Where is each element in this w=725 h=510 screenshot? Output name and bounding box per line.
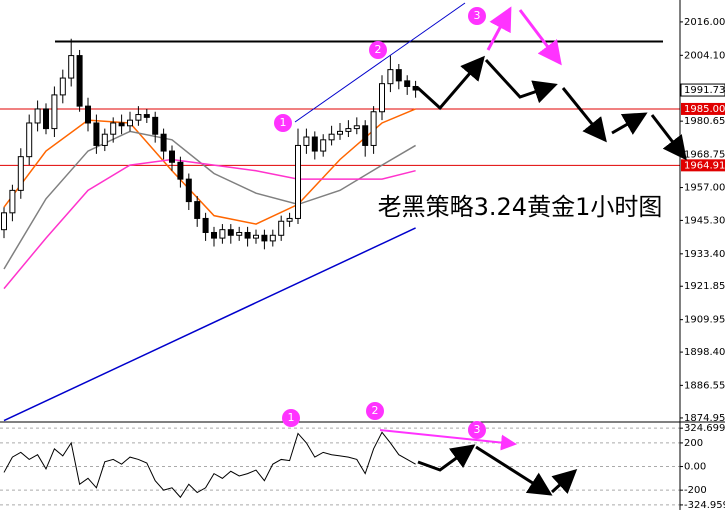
indicator-line xyxy=(3,431,416,499)
y-tick-label: 1980.65 xyxy=(684,116,725,127)
candle-body xyxy=(278,220,285,236)
y-tick-label: 1874.95 xyxy=(684,413,725,424)
moving-average xyxy=(3,227,416,422)
candle-body xyxy=(127,119,133,127)
level-label: 1985.00 xyxy=(684,104,725,115)
candle-body xyxy=(9,189,16,214)
y-tick-label: 1921.85 xyxy=(684,281,725,292)
candle-body xyxy=(93,122,100,146)
candle-body xyxy=(185,178,192,203)
y-tick-label: -324.9598 xyxy=(684,500,725,510)
candle-body xyxy=(303,136,310,146)
candle-body xyxy=(85,105,91,124)
last-price-box xyxy=(680,83,725,97)
y-tick-label: 200 xyxy=(684,438,703,449)
candle-body xyxy=(219,229,226,239)
level-label: 1964.91 xyxy=(684,160,725,171)
plot: 2016.00 2004.10 1980.65 1968.75 1957.00 1945.… xyxy=(0,17,725,510)
candle-body xyxy=(202,217,209,233)
candle-body xyxy=(286,217,293,222)
candle-body xyxy=(370,111,377,146)
candle-body xyxy=(143,114,150,118)
chart-title: 老黑策略3.24黄金1小时图 xyxy=(378,193,663,221)
candle-body xyxy=(236,231,243,236)
marker xyxy=(369,41,387,59)
y-tick-label: 2004.10 xyxy=(684,50,725,61)
candle-body xyxy=(244,231,251,239)
channel-line xyxy=(294,2,466,123)
candle-body xyxy=(395,69,402,82)
candle-body xyxy=(320,139,327,152)
candle-body xyxy=(269,234,276,242)
y-tick-label: 1909.95 xyxy=(684,315,725,326)
marker-label: 3 xyxy=(474,9,481,22)
candle-body xyxy=(337,130,343,135)
marker-label: 3 xyxy=(474,423,481,436)
y-tick-label: 1933.40 xyxy=(684,249,725,260)
candle-body xyxy=(379,83,385,113)
marker xyxy=(468,7,486,25)
candle-body xyxy=(311,136,318,152)
candle-body xyxy=(177,161,184,180)
y-tick-label: -200 xyxy=(684,485,707,496)
y-tick-label: 1957.00 xyxy=(684,183,725,194)
marker-label: 2 xyxy=(372,404,379,417)
candle-body xyxy=(160,133,167,152)
candle-body xyxy=(194,201,201,219)
marker-label: 2 xyxy=(375,43,382,56)
candle-body xyxy=(345,128,352,132)
y-tick-label: 0.00 xyxy=(684,462,706,473)
candle-body xyxy=(328,133,335,141)
candle-body xyxy=(101,133,108,146)
candle-body xyxy=(17,156,24,191)
candle-body xyxy=(404,80,411,87)
candle-body xyxy=(59,77,66,96)
candle-body xyxy=(76,55,83,107)
candle-body xyxy=(211,231,217,239)
moving-average xyxy=(3,130,416,270)
y-tick-label: 324.6996 xyxy=(684,423,725,434)
candle-body xyxy=(362,125,369,146)
candle-body xyxy=(1,212,7,231)
y-tick-label: 1968.75 xyxy=(684,150,725,161)
candle-body xyxy=(68,55,75,79)
y-tick-label: 1898.40 xyxy=(684,347,725,358)
candle-body xyxy=(227,229,234,236)
candle-body xyxy=(152,116,159,135)
marker-label: 1 xyxy=(288,411,295,424)
candle-body xyxy=(353,125,360,130)
marker-label: 1 xyxy=(280,116,287,129)
marker xyxy=(468,421,486,439)
candle-body xyxy=(43,108,49,130)
candle-body xyxy=(26,122,33,158)
y-tick-label: 1945.30 xyxy=(684,215,725,226)
candle-body xyxy=(387,69,394,85)
level-box xyxy=(681,102,725,115)
candle-body xyxy=(261,234,268,242)
candle-body xyxy=(34,108,41,124)
candle-body xyxy=(118,122,125,127)
level-box xyxy=(681,159,725,172)
candle-body xyxy=(169,150,175,163)
marker xyxy=(274,114,292,132)
marker xyxy=(366,402,384,420)
projection xyxy=(379,6,687,496)
y-tick-label: 2016.00 xyxy=(684,17,725,28)
y-tick-label: 1886.55 xyxy=(684,380,725,391)
candle-body xyxy=(253,234,259,239)
candle-body xyxy=(295,144,301,219)
candle-body xyxy=(51,94,58,130)
last-price-label: 1991.73 xyxy=(684,85,725,96)
moving-average xyxy=(3,108,416,225)
marker xyxy=(282,409,300,427)
candle-body xyxy=(110,122,117,135)
moving-average xyxy=(3,158,416,290)
candle-body xyxy=(412,85,419,91)
candle-body xyxy=(135,114,142,121)
